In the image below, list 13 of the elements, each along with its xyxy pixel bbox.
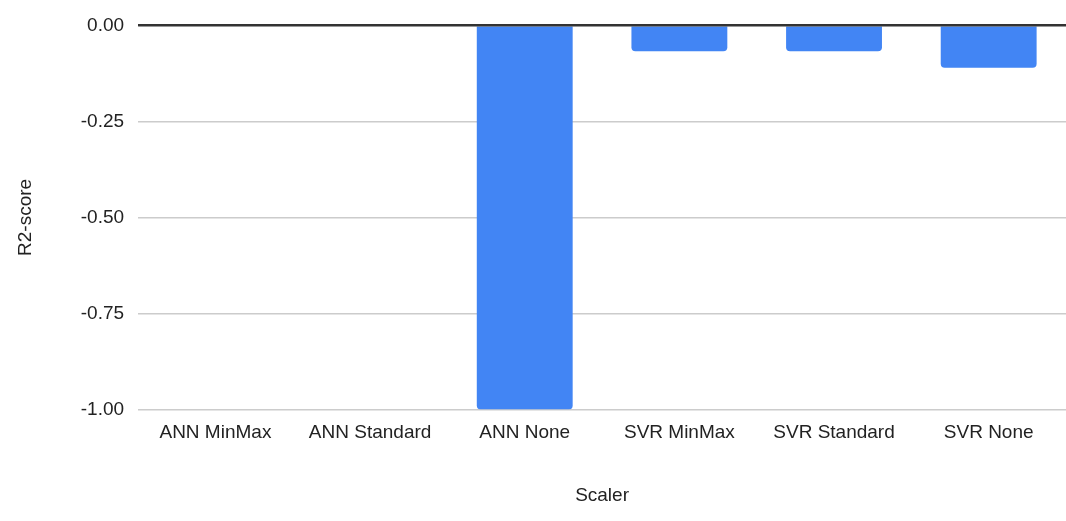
y-tick-label: -0.50 [80, 205, 125, 227]
y-tick-label: -0.75 [80, 301, 125, 323]
y-axis-title: R2-score [13, 178, 35, 256]
x-tick-label: ANN MinMax [159, 421, 272, 443]
x-tick-label: ANN Standard [308, 421, 432, 443]
x-tick-label: SVR Standard [773, 421, 895, 443]
x-tick-label: SVR MinMax [623, 421, 736, 443]
x-tick-label: SVR None [943, 421, 1034, 443]
y-tick-label: -0.25 [80, 109, 125, 131]
x-axis-title: Scaler [575, 483, 630, 505]
y-tick-label: -1.00 [80, 397, 125, 419]
y-tick-label: 0.00 [87, 13, 125, 35]
x-tick-label: ANN None [479, 421, 571, 443]
